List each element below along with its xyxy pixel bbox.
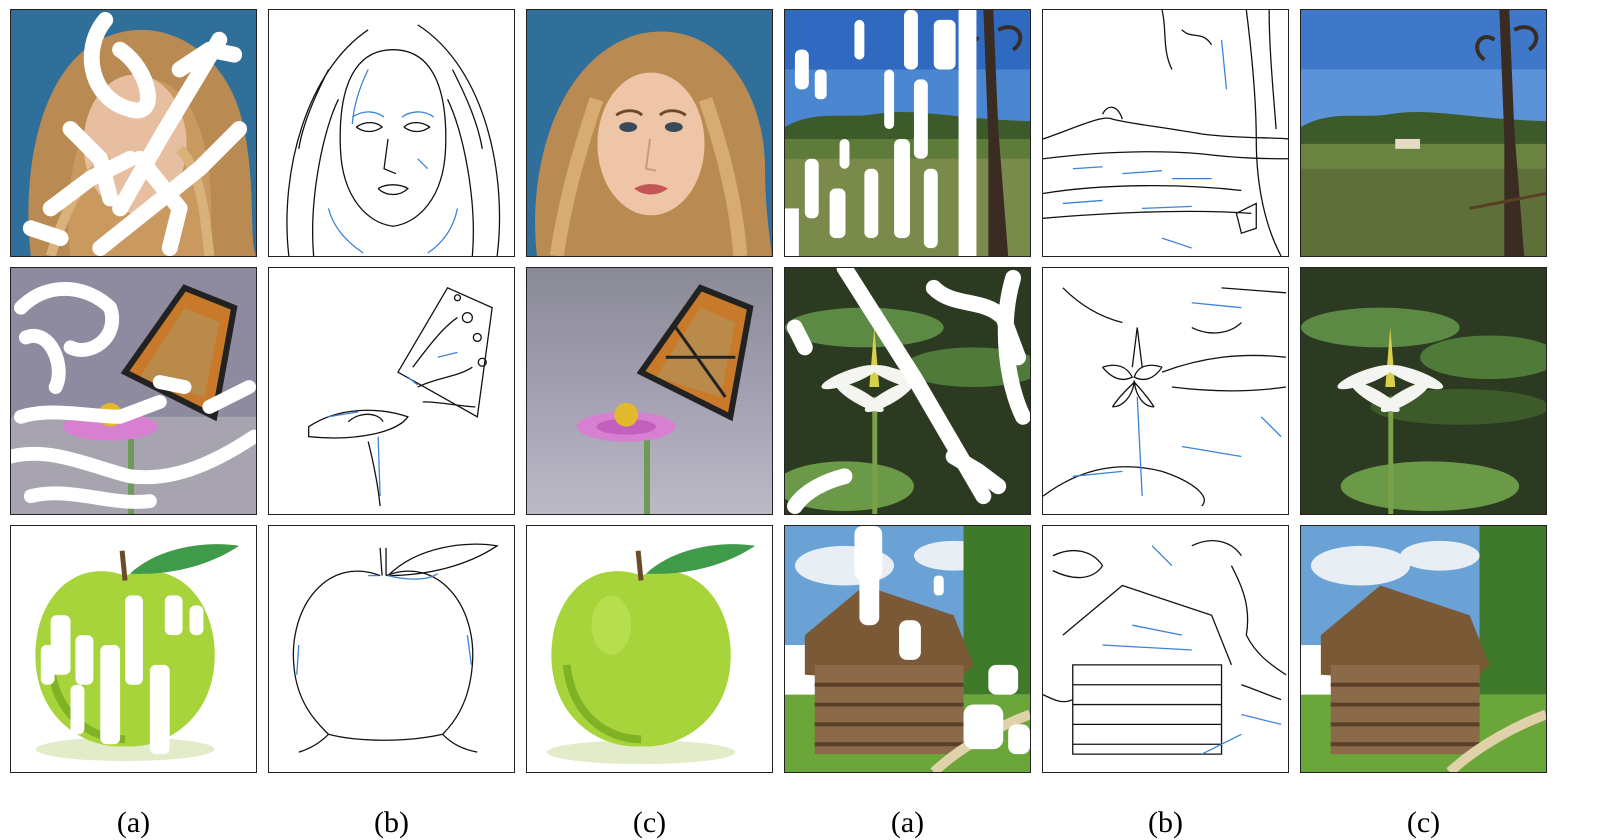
lily-completed-image: [1300, 267, 1547, 515]
caption-c-left: (c): [632, 806, 667, 839]
lily-masked-image: [784, 267, 1031, 515]
butterfly-masked-image: [10, 267, 257, 515]
butterfly-completed-image: [526, 267, 773, 515]
apple-edge-map: [268, 525, 515, 773]
caption-a-left: (a): [116, 806, 151, 839]
caption-b-left: (b): [374, 806, 409, 839]
apple-masked-image: [10, 525, 257, 773]
caption-a-right: (a): [890, 806, 925, 839]
face-completed-image: [526, 9, 773, 257]
hut-completed-image: [1300, 525, 1547, 773]
apple-completed-image: [526, 525, 773, 773]
face-edge-map: [268, 9, 515, 257]
hut-edge-map: [1042, 525, 1289, 773]
hut-masked-image: [784, 525, 1031, 773]
face-masked-image: [10, 9, 257, 257]
field-completed-image: [1300, 9, 1547, 257]
figure-grid: [10, 9, 1606, 789]
field-edge-map: [1042, 9, 1289, 257]
caption-c-right: (c): [1406, 806, 1441, 839]
lily-edge-map: [1042, 267, 1289, 515]
caption-b-right: (b): [1148, 806, 1183, 839]
field-masked-image: [784, 9, 1031, 257]
butterfly-edge-map: [268, 267, 515, 515]
